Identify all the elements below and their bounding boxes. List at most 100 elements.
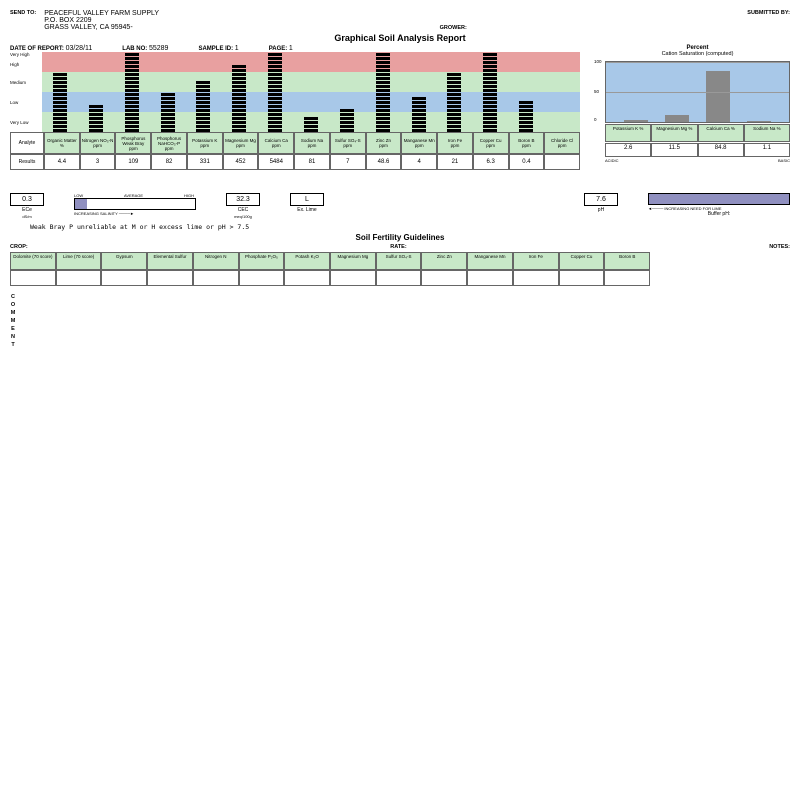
cation-value: 1.1 xyxy=(744,143,790,157)
cation-header: Sodium Na % xyxy=(744,124,790,142)
analyte-header: Phosphorus Weak Brayppm xyxy=(115,132,151,154)
analyte-header: Chloride Clppm xyxy=(544,132,580,154)
analyte-header: Copper Cuppm xyxy=(473,132,509,154)
cation-header: Potassium K % xyxy=(605,124,651,142)
analyte-value: 4 xyxy=(401,154,437,170)
sfg-header: Potash K₂O xyxy=(284,252,330,270)
analyte-header: Iron Feppm xyxy=(437,132,473,154)
analyte-value: 48.6 xyxy=(366,154,402,170)
analyte-value: 331 xyxy=(187,154,223,170)
analyte-header: Calcium Cappm xyxy=(258,132,294,154)
analyte-value: 81 xyxy=(294,154,330,170)
cation-bar xyxy=(665,115,689,122)
sfg-header: Magnesium Mg xyxy=(330,252,376,270)
bar-copper-cu xyxy=(472,52,508,132)
ph-bar xyxy=(648,193,790,205)
salinity-bar xyxy=(74,198,196,210)
exlime-value: L xyxy=(290,193,324,206)
analyte-header: Manganese Mnppm xyxy=(401,132,437,154)
notes-label: NOTES: xyxy=(769,244,790,250)
bar-manganese-mn xyxy=(401,52,437,132)
addr2: P.O. BOX 2209 xyxy=(44,17,159,24)
crop-label: CROP: xyxy=(10,244,28,250)
note-text: Weak Bray P unreliable at M or H excess … xyxy=(30,223,790,231)
rate-label: RATE: xyxy=(390,244,406,250)
bar-phosphorus-weak-bray xyxy=(114,52,150,132)
analyte-header: Potassium Kppm xyxy=(187,132,223,154)
analyte-value: 0.4 xyxy=(509,154,545,170)
sfg-value xyxy=(147,270,193,286)
comment-label: COMMENT xyxy=(10,294,16,350)
bar-potassium-k xyxy=(185,52,221,132)
sfg-header: Copper Cu xyxy=(559,252,605,270)
bar-boron-b xyxy=(508,52,544,132)
results-label: Results xyxy=(10,154,44,170)
cation-header: Calcium Ca % xyxy=(698,124,744,142)
main-bar-chart: Very High High Medium Low Very Low Analy… xyxy=(10,52,580,152)
analyte-value xyxy=(544,154,580,170)
sfg-value xyxy=(193,270,239,286)
analyte-header: Nitrogen NO₃-Nppm xyxy=(80,132,116,154)
header: SEND TO: PEACEFUL VALLEY FARM SUPPLY P.O… xyxy=(10,10,790,31)
analyte-value: 4.4 xyxy=(44,154,80,170)
sfg-header: Sulfur SO₄-S xyxy=(376,252,422,270)
bar-iron-fe xyxy=(436,52,472,132)
bar-magnesium-mg xyxy=(221,52,257,132)
bar-sulfur-so-s xyxy=(329,52,365,132)
bar-sodium-na xyxy=(293,52,329,132)
bar-nitrogen-no-n xyxy=(78,52,114,132)
sfg-header: Lime (70 score) xyxy=(56,252,102,270)
analyte-value: 21 xyxy=(437,154,473,170)
bar-calcium-ca xyxy=(257,52,293,132)
analyte-value: 452 xyxy=(223,154,259,170)
bar-chloride-cl xyxy=(544,52,580,132)
cation-value: 2.6 xyxy=(605,143,651,157)
sfg-value xyxy=(604,270,650,286)
cec-value: 32.3 xyxy=(226,193,260,206)
cation-bar xyxy=(706,71,730,122)
cation-bar xyxy=(747,121,771,122)
sfg-value xyxy=(10,270,56,286)
cation-chart: Percent Cation Saturation (computed) 100… xyxy=(605,45,790,163)
sfg-header: Manganese Mn xyxy=(467,252,513,270)
sfg-value xyxy=(376,270,422,286)
report-title: Graphical Soil Analysis Report xyxy=(10,33,790,43)
sfg-title: Soil Fertility Guidelines xyxy=(10,233,790,242)
analyte-header: Zinc Znppm xyxy=(366,132,402,154)
addr3: GRASS VALLEY, CA 95945- xyxy=(44,24,159,31)
analyte-value: 82 xyxy=(151,154,187,170)
analyte-header: Phosphorus NaHCO₃-Pppm xyxy=(151,132,187,154)
sfg-value xyxy=(421,270,467,286)
cation-bar xyxy=(624,120,648,122)
meta-row: DATE OF REPORT: 03/28/11 LAB NO: 55289 S… xyxy=(10,45,597,52)
sfg-header: Dolomite (70 score) xyxy=(10,252,56,270)
sfg-value xyxy=(467,270,513,286)
sfg-value xyxy=(513,270,559,286)
analyte-value: 5484 xyxy=(258,154,294,170)
analyte-value: 109 xyxy=(115,154,151,170)
analyte-header: Organic Matter% xyxy=(44,132,80,154)
sfg-value xyxy=(239,270,285,286)
sfg-header: Zinc Zn xyxy=(421,252,467,270)
sfg-value xyxy=(284,270,330,286)
sfg-header: Nitrogen N xyxy=(193,252,239,270)
analyte-header: Sodium Nappm xyxy=(294,132,330,154)
sfg-value xyxy=(56,270,102,286)
analyte-value: 6.3 xyxy=(473,154,509,170)
addr1: PEACEFUL VALLEY FARM SUPPLY xyxy=(44,10,159,17)
analyte-header: Sulfur SO₄-Sppm xyxy=(330,132,366,154)
cation-value: 84.8 xyxy=(698,143,744,157)
analyte-label: Analyte xyxy=(10,132,44,154)
grower-label: GROWER: xyxy=(440,25,467,31)
analyte-header: Magnesium Mgppm xyxy=(223,132,259,154)
cation-value: 11.5 xyxy=(651,143,697,157)
sfg-header: Phosphate P₂O₅ xyxy=(239,252,285,270)
bar-organic-matter xyxy=(42,52,78,132)
bar-phosphorus-nahco-p xyxy=(150,52,186,132)
sfg-header: Gypsum xyxy=(101,252,147,270)
sfg-value xyxy=(559,270,605,286)
analyte-header: Boron Bppm xyxy=(509,132,545,154)
analyte-value: 3 xyxy=(80,154,116,170)
sfg-header: Boron B xyxy=(604,252,650,270)
send-to-label: SEND TO: xyxy=(10,10,36,31)
